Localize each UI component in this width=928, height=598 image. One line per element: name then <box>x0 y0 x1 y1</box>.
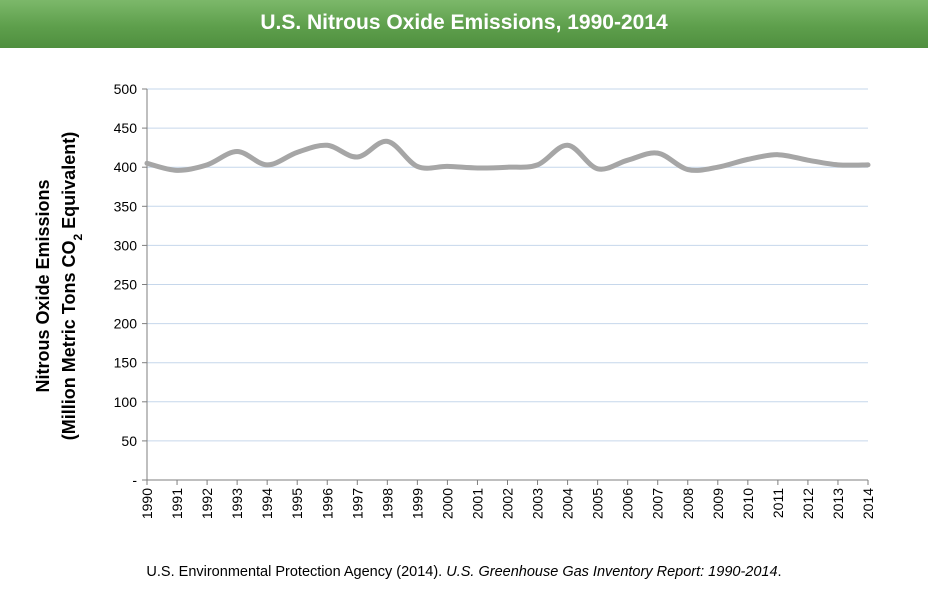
data-point-1999 <box>415 164 420 169</box>
data-point-2012 <box>805 157 811 163</box>
y-tick-label: 100 <box>114 394 138 410</box>
data-point-2006 <box>625 157 630 163</box>
y-tick-label: 150 <box>114 355 138 371</box>
y-tick-label: 250 <box>114 277 138 293</box>
y-tick-label: 500 <box>114 81 138 97</box>
x-tick-labels: 1990 1991 1992 1993 1994 1995 1996 1997 1998 1999… <box>139 488 876 519</box>
y-tick-label: - <box>132 472 137 488</box>
x-tick-label: 2001 <box>469 488 485 519</box>
x-tick-label: 1991 <box>169 488 185 519</box>
caption-end: . <box>777 564 782 580</box>
x-tick-label: 2010 <box>740 488 756 519</box>
data-point-1998 <box>385 139 390 144</box>
x-tick-label: 1996 <box>319 488 335 519</box>
x-tick-label: 2005 <box>590 488 606 519</box>
data-point-2008 <box>685 167 690 172</box>
data-point-2007 <box>655 150 660 156</box>
x-tick-label: 2003 <box>530 488 546 519</box>
x-tick-label: 2004 <box>560 488 576 519</box>
data-point-2000 <box>445 164 450 169</box>
data-point-2013 <box>835 162 841 168</box>
x-tick-label: 1999 <box>409 488 425 519</box>
y-tick-label: 300 <box>114 237 138 253</box>
data-point-1992 <box>204 162 210 168</box>
data-point-1997 <box>355 154 360 160</box>
x-tick-label: 2013 <box>830 488 846 519</box>
data-point-1993 <box>234 149 240 154</box>
series-layer <box>144 138 871 173</box>
y-tick-label: 50 <box>121 433 137 449</box>
x-tick-label: 1998 <box>379 488 395 519</box>
caption-italic: U.S. Greenhouse Gas Inventory Report: 19… <box>446 564 778 580</box>
caption-plain: U.S. Environmental Protection Agency (20… <box>146 564 447 580</box>
data-point-2005 <box>595 166 600 171</box>
y-axis-label-line-2: (Million Metric Tons CO2 Equivalent) <box>59 132 85 440</box>
x-tick-label: 2011 <box>770 488 786 518</box>
x-tick-label: 1995 <box>289 488 305 519</box>
x-tick-label: 2002 <box>500 488 516 519</box>
x-tick-label: 2008 <box>680 488 696 519</box>
y-tick-labels: - 50 100 150 200 250 300 350 400 450 500 <box>114 81 138 488</box>
x-tick-label: 2007 <box>650 488 666 519</box>
data-point-1991 <box>174 168 180 173</box>
x-tick-label: 2012 <box>800 488 816 519</box>
y-tick-label: 450 <box>114 120 138 136</box>
data-point-1990 <box>144 161 150 166</box>
data-point-2003 <box>535 162 540 168</box>
y-tick-label: 350 <box>114 198 138 214</box>
x-tick-label: 2006 <box>620 488 636 519</box>
data-point-2010 <box>745 157 751 162</box>
chart-title: U.S. Nitrous Oxide Emissions, 1990-2014 <box>0 0 928 48</box>
x-tick-label: 2009 <box>710 488 726 519</box>
x-tick-label: 1992 <box>199 488 215 519</box>
x-tick-label: 2000 <box>439 488 455 519</box>
data-point-2001 <box>475 165 480 171</box>
data-point-1994 <box>264 162 270 168</box>
y-axis-label-line-1: Nitrous Oxide Emissions <box>33 179 53 392</box>
data-point-1996 <box>325 143 330 148</box>
x-tick-label: 2014 <box>860 488 876 519</box>
x-tick-label: 1993 <box>229 488 245 519</box>
data-point-2014 <box>865 162 871 168</box>
data-point-2009 <box>715 165 720 170</box>
gridlines <box>147 88 868 442</box>
x-tick-label: 1990 <box>139 488 155 519</box>
x-tick-label: 1994 <box>259 488 275 519</box>
y-tick-label: 400 <box>114 159 138 175</box>
data-point-2004 <box>565 143 570 148</box>
x-tick-label: 1997 <box>349 488 365 519</box>
source-caption: U.S. Environmental Protection Agency (20… <box>0 564 928 580</box>
axes <box>142 88 869 485</box>
data-point-1995 <box>295 150 300 155</box>
data-point-2011 <box>775 152 781 157</box>
data-point-2002 <box>505 165 510 170</box>
y-tick-label: 200 <box>114 316 138 332</box>
